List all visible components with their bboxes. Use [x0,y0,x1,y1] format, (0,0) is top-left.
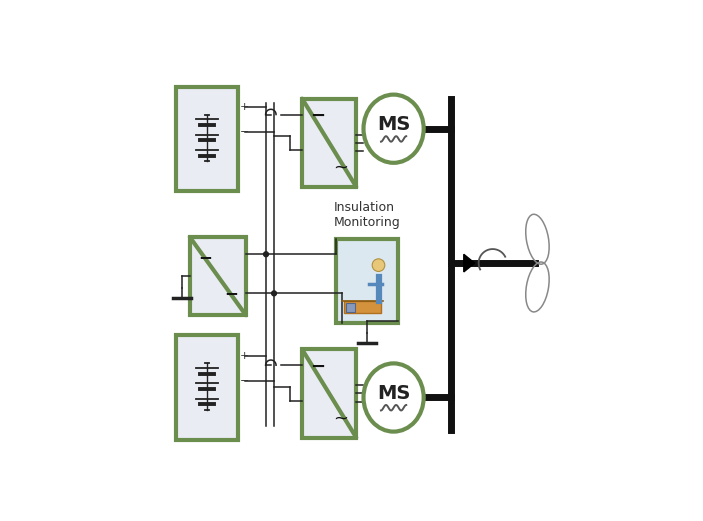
Text: −: − [224,284,238,302]
Circle shape [264,252,269,257]
Text: MS: MS [377,384,411,403]
FancyBboxPatch shape [336,239,399,323]
FancyBboxPatch shape [302,350,356,438]
FancyBboxPatch shape [190,237,246,315]
Text: +: + [240,103,250,113]
Text: +: + [240,351,250,361]
FancyBboxPatch shape [176,336,238,440]
Ellipse shape [363,364,424,431]
FancyBboxPatch shape [346,303,355,312]
FancyBboxPatch shape [302,98,356,187]
Text: ~: ~ [334,409,349,427]
FancyBboxPatch shape [344,301,381,313]
Text: Insulation
Monitoring: Insulation Monitoring [334,201,401,229]
Circle shape [271,291,276,296]
Text: ~: ~ [334,158,349,177]
Text: −: − [240,128,250,138]
Ellipse shape [363,95,424,163]
FancyBboxPatch shape [176,86,238,191]
Circle shape [372,259,385,271]
Text: −: − [310,107,325,125]
Text: −: − [198,249,212,266]
Text: −: − [310,358,325,376]
Polygon shape [464,254,475,272]
Text: −: − [240,376,250,386]
Text: MS: MS [377,115,411,134]
